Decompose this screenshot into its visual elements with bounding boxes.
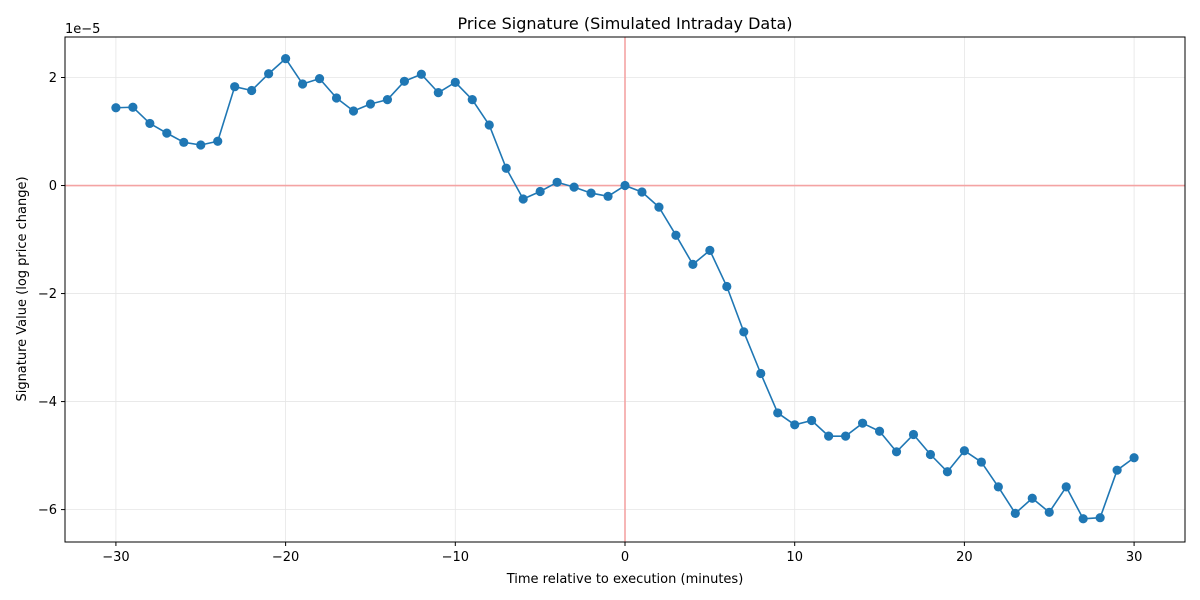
- data-point: [281, 54, 291, 64]
- data-point: [841, 431, 851, 441]
- data-point: [976, 457, 986, 467]
- data-point: [1061, 482, 1071, 492]
- data-point: [382, 95, 393, 105]
- data-point: [264, 69, 274, 79]
- y-axis-label: Signature Value (log price change): [15, 176, 30, 401]
- data-point: [722, 281, 732, 292]
- data-point: [416, 69, 426, 79]
- data-point: [959, 446, 969, 456]
- x-axis-label: Time relative to execution (minutes): [506, 572, 744, 587]
- data-point: [824, 431, 834, 441]
- x-tick-label: 0: [621, 550, 629, 565]
- y-tick-label: 2: [49, 71, 57, 86]
- data-point: [450, 77, 460, 87]
- data-point: [213, 136, 223, 146]
- data-point: [705, 245, 715, 255]
- data-point: [399, 76, 409, 86]
- data-point: [247, 85, 257, 96]
- data-point: [671, 230, 681, 240]
- data-point: [654, 202, 664, 212]
- data-point: [620, 180, 630, 191]
- x-tick-label: −10: [442, 550, 469, 565]
- data-point: [297, 79, 308, 89]
- y-axis-ticks: −6 −4 −2 0 2: [38, 71, 65, 518]
- data-point: [535, 186, 545, 197]
- data-point: [196, 140, 206, 150]
- y-tick-label: −6: [38, 503, 57, 518]
- chart-title: Price Signature (Simulated Intraday Data…: [457, 14, 792, 33]
- data-point: [111, 103, 121, 113]
- data-point: [365, 99, 376, 109]
- data-point: [331, 93, 342, 103]
- data-point: [1044, 507, 1054, 517]
- data-point: [874, 426, 885, 436]
- data-point: [162, 128, 172, 138]
- x-tick-label: −30: [102, 550, 129, 565]
- data-point: [739, 327, 749, 337]
- data-point: [128, 102, 138, 112]
- data-point: [501, 163, 511, 173]
- y-tick-label: 0: [49, 179, 57, 194]
- data-point: [552, 177, 562, 187]
- data-point: [348, 106, 359, 116]
- data-point: [145, 118, 155, 129]
- data-point: [433, 88, 443, 98]
- data-point: [807, 415, 817, 426]
- data-point: [925, 449, 936, 460]
- data-point: [586, 188, 596, 198]
- data-point: [179, 137, 189, 147]
- x-axis-ticks: −30 −20 −10 0 10 20 30: [102, 542, 1142, 565]
- y-tick-label: −2: [38, 287, 57, 302]
- data-point: [688, 259, 698, 269]
- data-point: [942, 467, 953, 477]
- data-point: [891, 447, 902, 457]
- data-point: [1129, 453, 1139, 463]
- data-point: [569, 182, 579, 192]
- data-point: [857, 418, 868, 428]
- data-point: [518, 194, 528, 204]
- data-point: [484, 120, 494, 130]
- x-tick-label: 10: [786, 550, 803, 565]
- data-point: [756, 368, 766, 379]
- data-point: [993, 482, 1003, 492]
- data-point: [1078, 514, 1088, 524]
- reference-lines: [65, 37, 1185, 542]
- data-series: [111, 54, 1139, 524]
- x-tick-label: −20: [272, 550, 299, 565]
- data-point: [1112, 465, 1122, 475]
- x-tick-label: 20: [956, 550, 973, 565]
- data-point: [773, 408, 783, 418]
- data-point: [467, 95, 477, 105]
- y-tick-label: −4: [38, 395, 57, 410]
- data-point: [230, 82, 240, 92]
- data-point: [908, 429, 919, 440]
- data-point: [603, 191, 613, 201]
- data-point: [637, 187, 647, 197]
- data-point: [790, 420, 800, 430]
- y-offset-text: 1e−5: [65, 22, 100, 37]
- data-point: [1095, 513, 1105, 523]
- data-point: [1010, 508, 1020, 518]
- data-point: [314, 73, 325, 84]
- x-tick-label: 30: [1126, 550, 1143, 565]
- data-point: [1027, 493, 1037, 503]
